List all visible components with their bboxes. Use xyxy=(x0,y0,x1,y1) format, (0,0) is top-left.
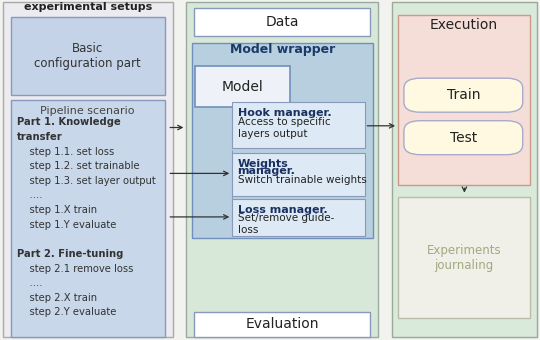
Text: experimental setups: experimental setups xyxy=(24,2,152,12)
Text: Pipeline scenario: Pipeline scenario xyxy=(40,105,135,116)
Text: step 1.1. set loss: step 1.1. set loss xyxy=(17,147,114,156)
Text: step 1.X train: step 1.X train xyxy=(17,205,97,215)
Text: Set/remove guide-
loss: Set/remove guide- loss xyxy=(238,213,334,235)
Text: step 2.X train: step 2.X train xyxy=(17,293,97,303)
Text: Model: Model xyxy=(222,80,264,94)
Text: ....: .... xyxy=(17,278,43,288)
Text: Data: Data xyxy=(265,15,299,29)
Text: Weights: Weights xyxy=(238,159,288,169)
Text: Part 2. Fine-tuning: Part 2. Fine-tuning xyxy=(17,249,124,259)
FancyBboxPatch shape xyxy=(398,15,530,185)
FancyBboxPatch shape xyxy=(232,199,364,236)
FancyBboxPatch shape xyxy=(232,102,364,148)
Text: Evaluation: Evaluation xyxy=(245,317,319,332)
Text: step 2.Y evaluate: step 2.Y evaluate xyxy=(17,307,117,317)
Text: step 2.1 remove loss: step 2.1 remove loss xyxy=(17,264,134,273)
FancyBboxPatch shape xyxy=(232,153,364,195)
Text: Experiments
journaling: Experiments journaling xyxy=(427,243,502,272)
FancyBboxPatch shape xyxy=(392,2,537,337)
Text: Switch trainable weights: Switch trainable weights xyxy=(238,175,366,185)
Text: Access to specific
layers output: Access to specific layers output xyxy=(238,117,330,139)
Text: Basic
configuration part: Basic configuration part xyxy=(35,42,141,70)
Text: manager.: manager. xyxy=(238,166,295,176)
FancyBboxPatch shape xyxy=(194,8,370,36)
FancyBboxPatch shape xyxy=(194,312,370,337)
Text: step 1.2. set trainable: step 1.2. set trainable xyxy=(17,161,140,171)
FancyBboxPatch shape xyxy=(3,2,173,337)
Text: step 1.Y evaluate: step 1.Y evaluate xyxy=(17,220,117,230)
FancyBboxPatch shape xyxy=(192,42,373,238)
FancyBboxPatch shape xyxy=(404,78,523,112)
Text: Hook manager.: Hook manager. xyxy=(238,108,331,118)
Text: Execution: Execution xyxy=(430,18,498,32)
FancyBboxPatch shape xyxy=(11,100,165,337)
Text: Test: Test xyxy=(450,131,477,145)
Text: ....: .... xyxy=(17,190,43,200)
FancyBboxPatch shape xyxy=(195,66,290,107)
Text: Part 1. Knowledge: Part 1. Knowledge xyxy=(17,117,121,127)
Text: Model wrapper: Model wrapper xyxy=(230,44,335,56)
Text: Loss manager.: Loss manager. xyxy=(238,205,327,215)
FancyBboxPatch shape xyxy=(404,121,523,155)
Text: Train: Train xyxy=(447,88,480,102)
FancyBboxPatch shape xyxy=(11,17,165,95)
Text: transfer: transfer xyxy=(17,132,63,142)
FancyBboxPatch shape xyxy=(186,2,378,337)
FancyBboxPatch shape xyxy=(398,197,530,318)
Text: step 1.3. set layer output: step 1.3. set layer output xyxy=(17,176,156,186)
